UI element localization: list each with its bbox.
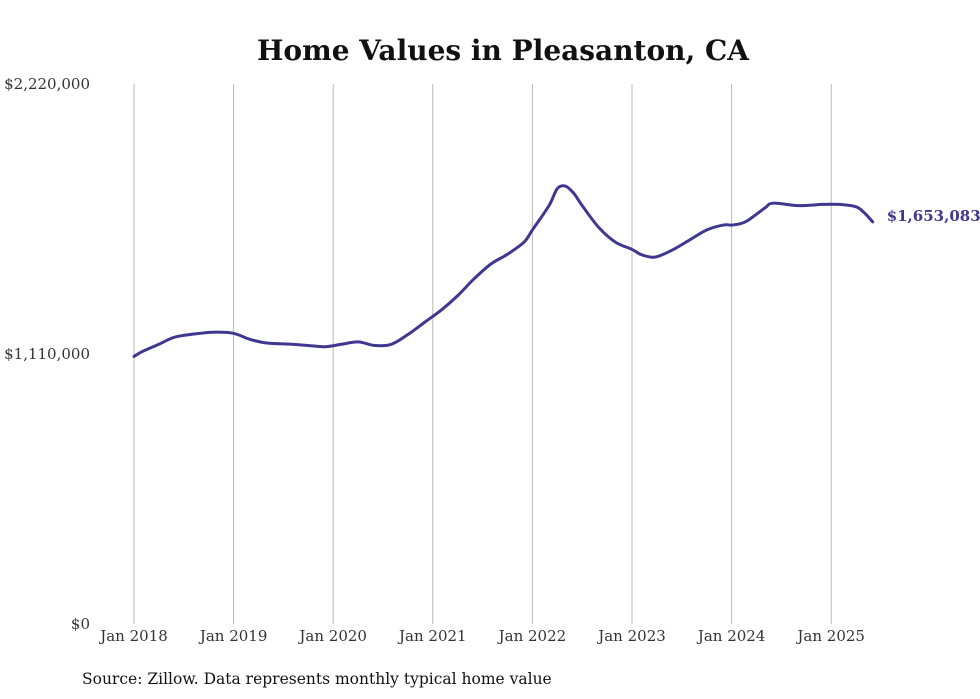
x-tick-label-2023-01: Jan 2023 <box>596 627 666 645</box>
vertical-grid <box>133 84 832 624</box>
x-tick-label-2018-01: Jan 2018 <box>98 627 168 645</box>
x-tick-label-2021-01: Jan 2021 <box>397 627 467 645</box>
x-axis-tick-labels: Jan 2018 Jan 2019 Jan 2020 Jan 2021 Jan 2022… <box>98 627 865 645</box>
home-value-series-line <box>132 184 875 358</box>
y-tick-label-2220000: $2,220,000 <box>4 75 90 93</box>
chart-title: Home Values in Pleasanton, CA <box>257 34 750 67</box>
x-tick-label-2024-01: Jan 2024 <box>696 627 766 645</box>
latest-value-label: $1,653,083 <box>887 207 980 225</box>
y-axis-tick-labels: $0 $1,110,000 $2,220,000 <box>4 75 90 633</box>
x-tick-label-2019-01: Jan 2019 <box>198 627 268 645</box>
x-tick-label-2022-01: Jan 2022 <box>497 627 567 645</box>
x-tick-label-2020-01: Jan 2020 <box>297 627 367 645</box>
y-tick-label-0: $0 <box>71 615 90 633</box>
x-tick-label-2025-01: Jan 2025 <box>795 627 865 645</box>
source-note: Source: Zillow. Data represents monthly … <box>82 670 552 688</box>
y-tick-label-1110000: $1,110,000 <box>4 345 90 363</box>
